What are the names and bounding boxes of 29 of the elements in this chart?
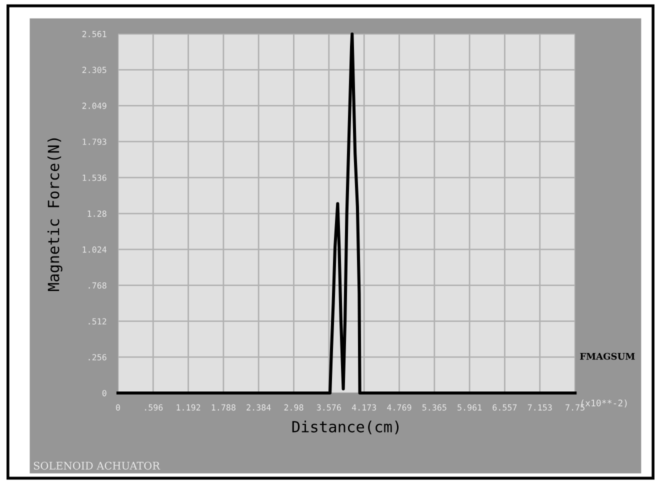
x-tick-label: 3.576: [316, 404, 341, 411]
y-tick-label: 2.561: [82, 30, 106, 38]
y-tick-label: .768: [88, 282, 106, 289]
x-tick-label: .596: [145, 404, 163, 411]
y-tick-label: .256: [88, 354, 106, 360]
x-tick-label: 5.365: [422, 404, 446, 411]
y-tick-label: 1.28: [88, 210, 106, 217]
x-tick-label: 4.173: [352, 404, 376, 411]
x-axis-title: Distance(cm): [292, 420, 399, 434]
x-tick-label: 2.384: [246, 404, 271, 411]
text: SOLENOID ACHUATOR: [34, 462, 160, 470]
x-tick-label: 1.192: [176, 404, 200, 411]
x-tick-label: 1.788: [212, 404, 236, 411]
y-tick-label: 0: [102, 390, 106, 396]
y-tick-label: 1.536: [82, 174, 106, 181]
x-tick-label: 4.769: [387, 404, 412, 411]
y-axis-title: Magnetic Force(N): [47, 138, 62, 291]
x-tick-label: 2.98: [284, 404, 304, 411]
y-tick-label: 2.305: [82, 66, 106, 74]
y-tick-label: 1.793: [82, 138, 106, 145]
x-tick-label: 5.961: [458, 404, 482, 411]
y-tick-label: 1.024: [82, 246, 106, 253]
y-tick-label: .512: [88, 318, 106, 325]
line-series: [116, 32, 577, 395]
x-tick-label: 6.557: [492, 404, 517, 411]
x-tick-label: 0: [116, 404, 120, 411]
x-tick-label: 7.153: [528, 404, 552, 411]
y-tick-label: 2.049: [82, 102, 106, 109]
text: FMAGSUM: [580, 352, 635, 360]
